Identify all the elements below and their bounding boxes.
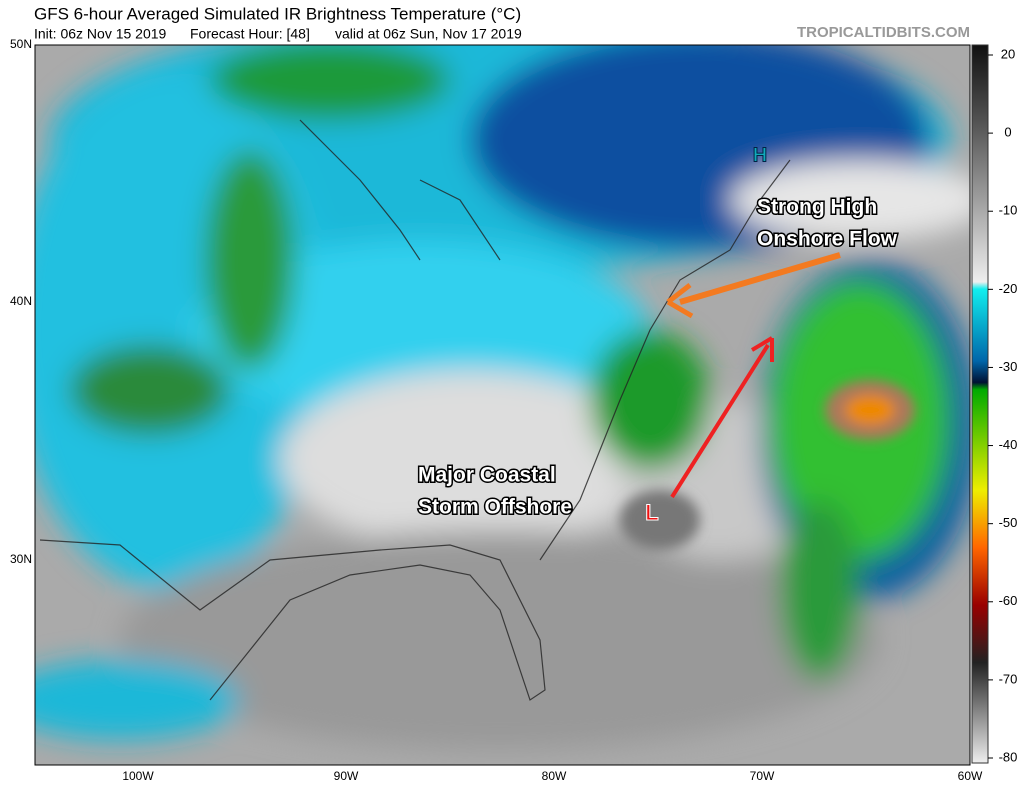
annotation: Strong High <box>757 196 877 219</box>
colorbar-tick-label: 20 <box>1001 46 1015 61</box>
red-arrowhead <box>750 336 774 362</box>
colorbar-tick-label: -20 <box>999 281 1018 296</box>
colorbar-tick-label: -80 <box>999 749 1018 764</box>
red-arrow <box>670 343 770 499</box>
annotation: Onshore Flow <box>757 228 898 251</box>
colorbar <box>971 44 989 764</box>
source: TROPICALTIDBITS.COM <box>797 24 970 41</box>
lat-label: 50N <box>10 37 32 51</box>
forecast-hour: Forecast Hour: [48] <box>190 26 310 42</box>
annotation: Major Coastal <box>418 464 556 487</box>
lon-label: 60W <box>958 769 983 783</box>
colorbar-tick-label: -50 <box>999 515 1018 530</box>
colorbar-tick-label: -70 <box>999 671 1018 686</box>
annotation: Storm Offshore <box>418 496 572 519</box>
colorbar-tick-label: 0 <box>1004 125 1011 140</box>
map-frame <box>34 44 971 766</box>
lon-label: 90W <box>334 769 359 783</box>
orange-arrow <box>679 252 841 305</box>
lon-label: 80W <box>542 769 567 783</box>
high-marker: H <box>753 144 767 166</box>
map-image <box>35 45 970 765</box>
lon-label: 100W <box>122 769 154 783</box>
title: GFS 6-hour Averaged Simulated IR Brightn… <box>34 4 521 23</box>
lon-label: 70W <box>750 769 775 783</box>
low-marker: L <box>645 500 658 525</box>
colorbar-tick-label: -30 <box>999 359 1018 374</box>
valid-time: valid at 06z Sun, Nov 17 2019 <box>335 26 522 42</box>
colorbar-tick-label: -10 <box>999 203 1018 218</box>
orange-arrowhead <box>666 283 694 319</box>
lat-label: 30N <box>10 552 32 566</box>
init: Init: 06z Nov 15 2019 <box>34 26 167 42</box>
colorbar-tick-label: -60 <box>999 593 1018 608</box>
lat-label: 40N <box>10 294 32 308</box>
colorbar-tick-label: -40 <box>999 437 1018 452</box>
